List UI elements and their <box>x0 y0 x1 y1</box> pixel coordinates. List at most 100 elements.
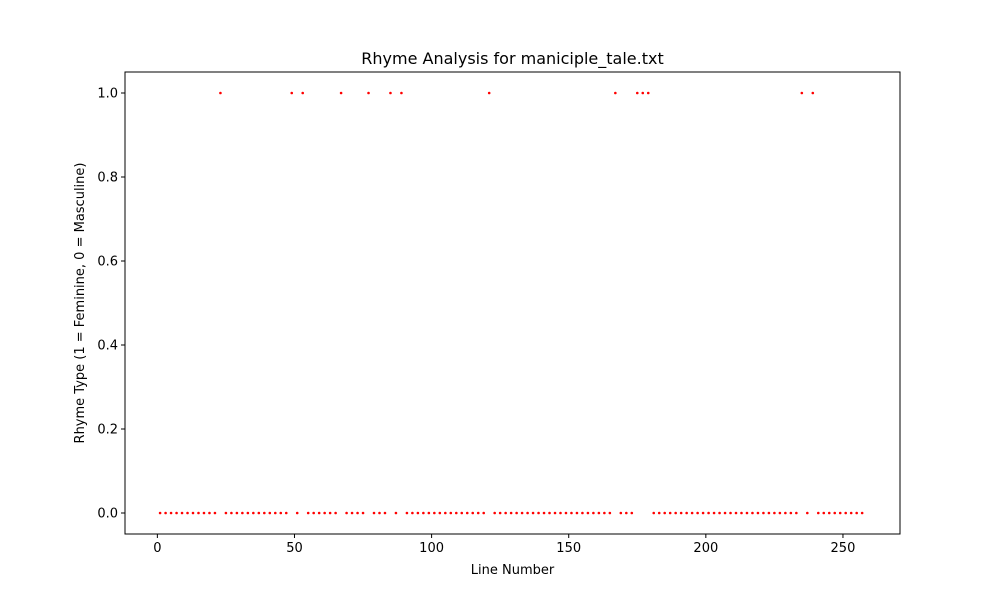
data-point <box>641 91 645 95</box>
data-point <box>460 511 464 515</box>
data-point <box>822 511 826 515</box>
data-point <box>635 91 639 95</box>
data-point <box>394 511 398 515</box>
data-point <box>405 511 409 515</box>
data-point <box>323 511 326 515</box>
data-point <box>542 511 546 515</box>
data-point <box>778 511 782 515</box>
x-tick-label: 50 <box>286 541 303 556</box>
data-point <box>235 511 239 515</box>
data-point <box>849 511 853 515</box>
data-point <box>476 511 480 515</box>
data-point <box>838 511 842 515</box>
data-point <box>219 91 222 95</box>
data-point <box>389 91 392 95</box>
data-point <box>586 511 590 515</box>
data-point <box>570 511 573 515</box>
data-point <box>559 511 562 515</box>
data-point <box>427 511 431 515</box>
data-point <box>400 91 403 95</box>
axes-frame <box>124 71 901 535</box>
data-point <box>213 511 217 515</box>
data-point <box>175 511 178 515</box>
x-tick-label: 0 <box>153 541 161 556</box>
data-point <box>816 511 820 515</box>
data-point <box>531 511 535 515</box>
data-point <box>306 511 310 515</box>
x-axis-label: Line Number <box>471 563 555 578</box>
data-point <box>707 511 710 515</box>
data-point <box>718 511 721 515</box>
data-point <box>444 511 447 515</box>
data-point <box>564 511 568 515</box>
x-tick-label: 200 <box>693 541 718 556</box>
data-point <box>422 511 425 515</box>
x-tick-label: 150 <box>556 541 581 556</box>
data-point <box>696 511 699 515</box>
data-point <box>164 511 167 515</box>
data-point <box>493 511 496 515</box>
data-point <box>295 511 299 515</box>
data-point <box>246 511 250 515</box>
data-point <box>334 511 337 515</box>
data-points <box>158 91 864 515</box>
y-tick-label: 0.4 <box>97 339 118 354</box>
data-point <box>844 511 848 515</box>
data-point <box>411 511 414 515</box>
data-point <box>690 511 694 515</box>
data-point <box>537 511 540 515</box>
data-point <box>827 511 831 515</box>
data-point <box>767 511 771 515</box>
data-point <box>795 511 798 515</box>
data-point <box>252 511 255 515</box>
data-point <box>520 511 524 515</box>
data-point <box>646 91 650 95</box>
data-point <box>224 511 228 515</box>
data-point <box>317 511 321 515</box>
data-point <box>383 511 387 515</box>
data-point <box>630 511 634 515</box>
data-point <box>180 511 184 515</box>
data-point <box>685 511 688 515</box>
data-point <box>745 511 749 515</box>
data-point <box>608 511 612 515</box>
data-point <box>701 511 705 515</box>
y-axis-label: Rhyme Type (1 = Feminine, 0 = Masculine) <box>73 163 88 444</box>
data-point <box>208 511 211 515</box>
data-point <box>454 511 458 515</box>
data-point <box>553 511 557 515</box>
data-point <box>328 511 332 515</box>
data-point <box>202 511 206 515</box>
data-point <box>438 511 442 515</box>
y-tick-label: 0.0 <box>97 507 118 522</box>
x-tick-label: 100 <box>419 541 444 556</box>
data-point <box>509 511 513 515</box>
data-point <box>603 511 606 515</box>
data-point <box>241 511 244 515</box>
data-point <box>723 511 727 515</box>
data-point <box>729 511 732 515</box>
data-point <box>652 511 656 515</box>
data-point <box>860 511 864 515</box>
chart-title: Rhyme Analysis for maniciple_tale.txt <box>361 49 663 69</box>
data-point <box>597 511 601 515</box>
data-point <box>855 511 858 515</box>
data-point <box>712 511 716 515</box>
data-point <box>756 511 760 515</box>
data-point <box>263 511 266 515</box>
data-point <box>367 91 370 95</box>
data-point <box>515 511 518 515</box>
data-point <box>191 511 195 515</box>
y-axis: 0.0 0.2 0.4 0.6 0.8 1.0 <box>97 87 125 522</box>
data-point <box>734 511 738 515</box>
y-tick-label: 0.8 <box>97 171 118 186</box>
data-point <box>284 511 288 515</box>
data-point <box>833 511 837 515</box>
data-point <box>619 511 623 515</box>
data-point <box>663 511 667 515</box>
data-point <box>789 511 793 515</box>
data-point <box>679 511 683 515</box>
data-point <box>257 511 261 515</box>
data-point <box>372 511 376 515</box>
